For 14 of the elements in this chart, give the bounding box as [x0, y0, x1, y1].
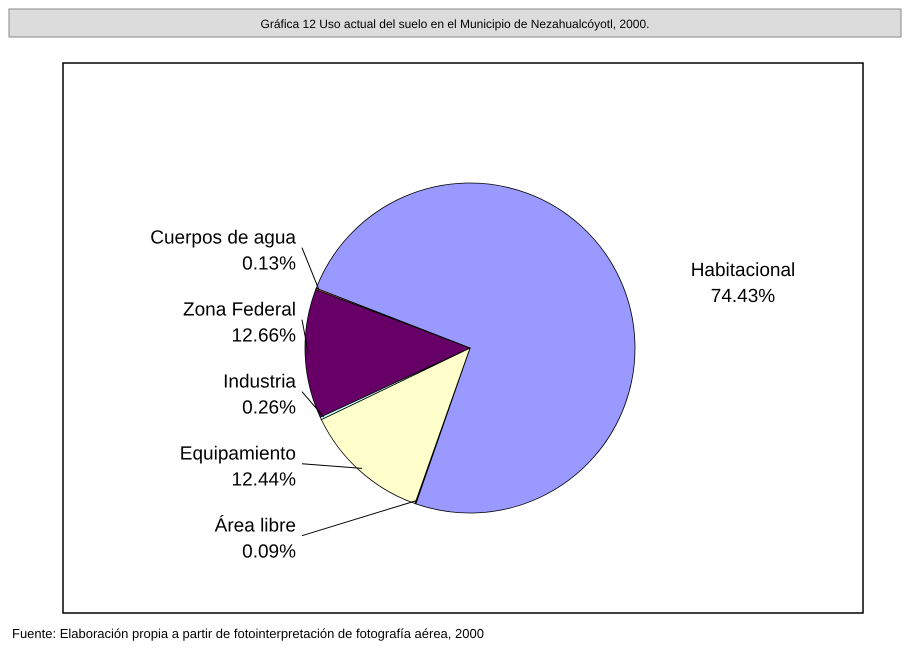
- data-label: 12.44%: [232, 470, 296, 491]
- slice-label: Equipamiento: [180, 444, 296, 465]
- data-label: 0.26%: [242, 398, 296, 419]
- data-label: 12.66%: [232, 326, 296, 347]
- chart-title: Gráfica 12 Uso actual del suelo en el Municipio de Nezahualcóyotl, 2000.: [260, 17, 650, 31]
- slice-label: Industria: [223, 372, 296, 393]
- slice-label: Cuerpos de agua: [150, 228, 296, 249]
- slice-label: Área libre: [214, 514, 296, 537]
- data-label: 74.43%: [710, 286, 776, 307]
- slice-label: Zona Federal: [182, 300, 296, 321]
- data-label: 0.13%: [242, 254, 296, 275]
- slice-label: Habitacional: [690, 260, 796, 281]
- data-label: 0.09%: [242, 542, 296, 563]
- source-note: Fuente: Elaboración propia a partir de fotointerpretación de fotografía aérea, 2000: [12, 626, 484, 641]
